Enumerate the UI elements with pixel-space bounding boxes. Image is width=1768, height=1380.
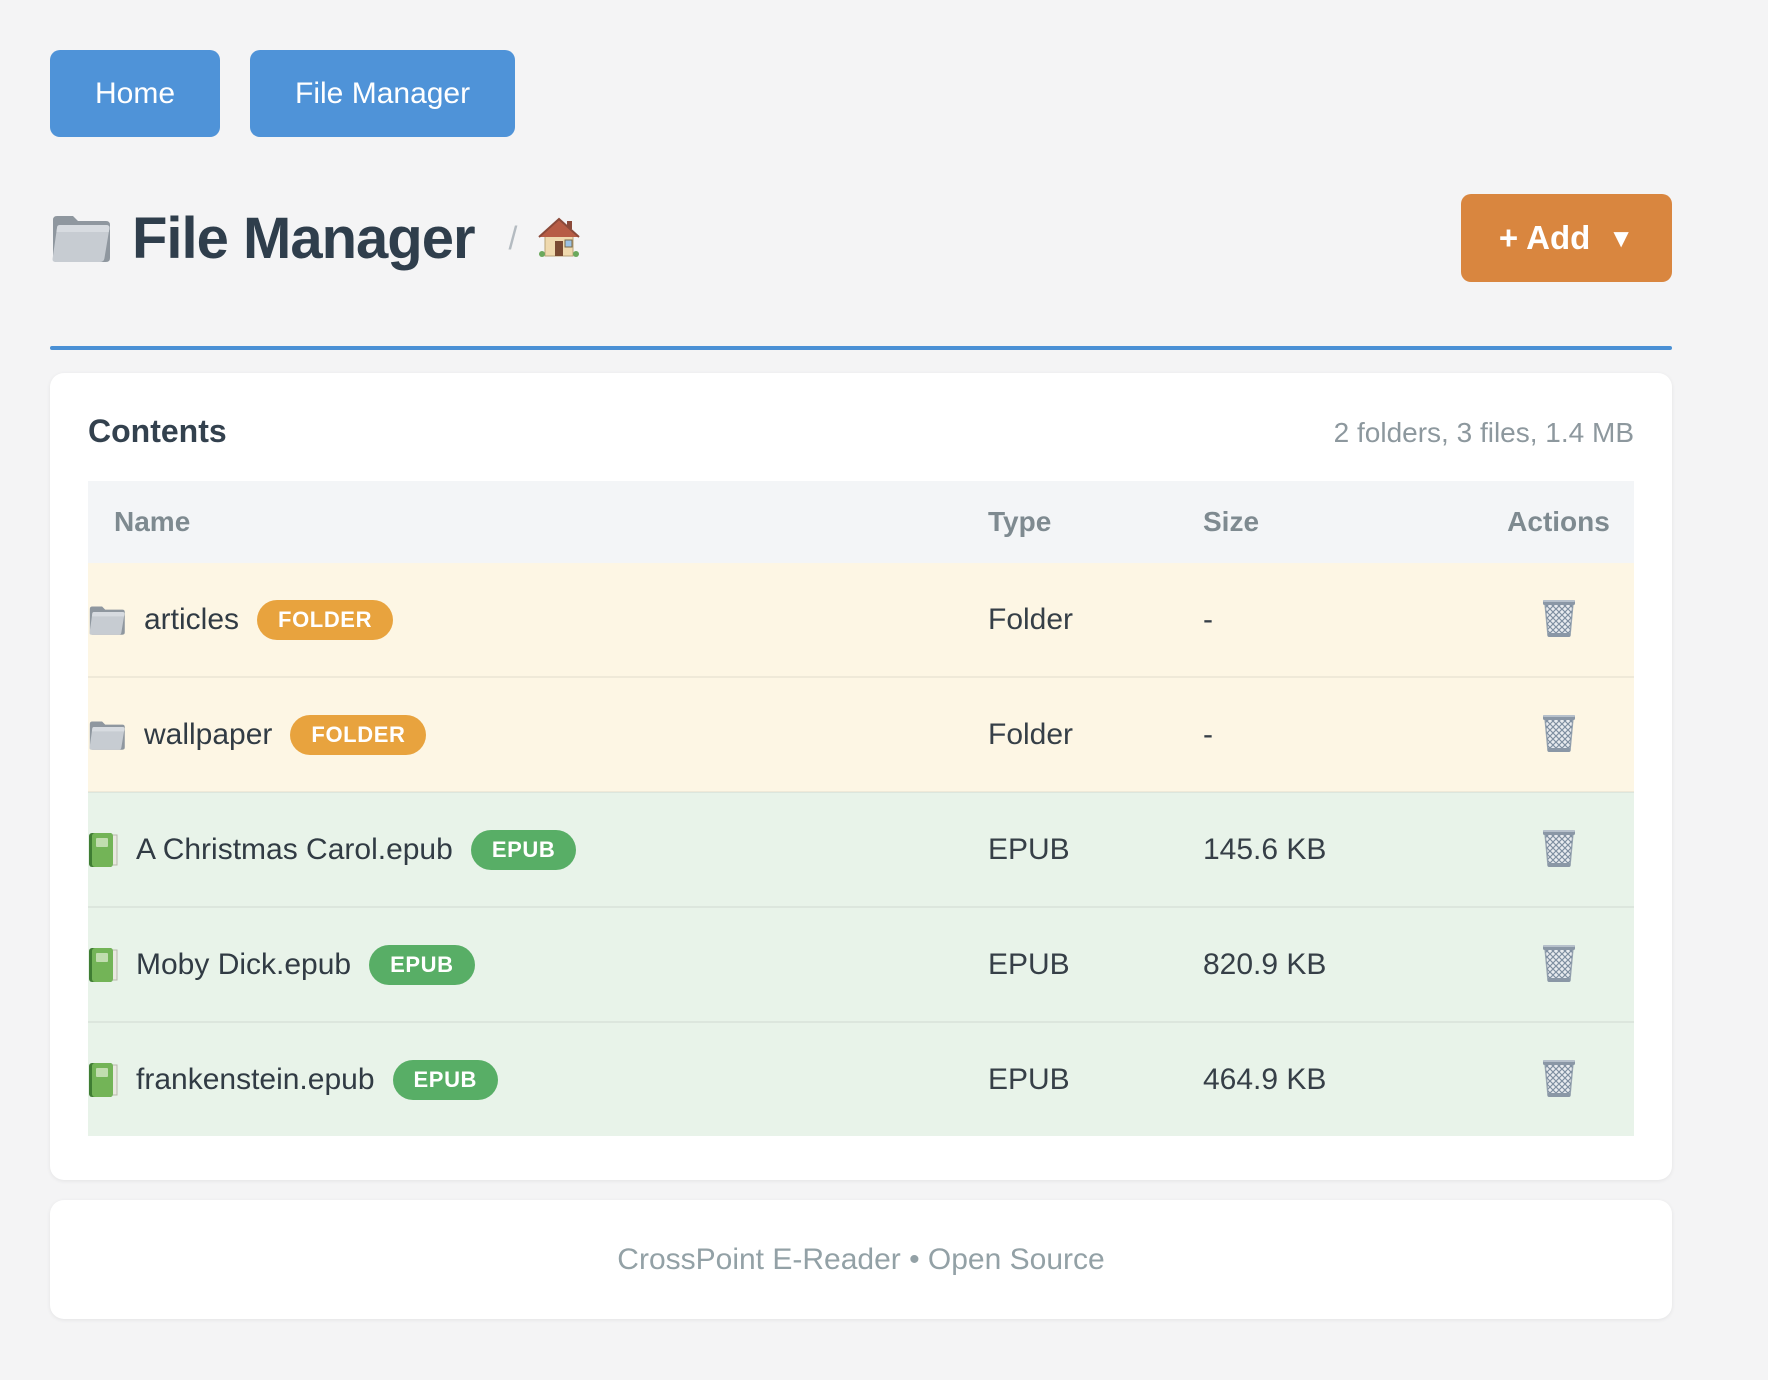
size-cell: 820.9 KB bbox=[1203, 947, 1327, 981]
type-cell: EPUB bbox=[988, 1062, 1070, 1096]
size-cell: - bbox=[1203, 602, 1213, 636]
contents-summary: 2 folders, 3 files, 1.4 MB bbox=[1333, 417, 1634, 448]
size-cell: - bbox=[1203, 717, 1213, 751]
file-table: Name Type Size Actions articles FOLDER Fol… bbox=[88, 481, 1634, 1136]
type-cell: Folder bbox=[988, 717, 1074, 751]
file-name[interactable]: Moby Dick.epub bbox=[136, 947, 352, 981]
caret-down-icon: ▼ bbox=[1608, 222, 1634, 253]
nav-button-file-manager[interactable]: File Manager bbox=[250, 50, 516, 137]
trash-icon bbox=[1541, 827, 1577, 869]
column-header-name: Name bbox=[114, 506, 191, 537]
nav-button-home[interactable]: Home bbox=[50, 50, 221, 137]
delete-button[interactable] bbox=[1537, 823, 1581, 876]
table-header-row: Name Type Size Actions bbox=[88, 481, 1634, 563]
home-icon[interactable] bbox=[537, 217, 581, 259]
folder-icon bbox=[88, 719, 126, 751]
delete-button[interactable] bbox=[1537, 708, 1581, 761]
contents-card: Contents 2 folders, 3 files, 1.4 MB Name… bbox=[50, 373, 1672, 1180]
folder-icon bbox=[88, 604, 126, 636]
add-button-label: + Add bbox=[1498, 219, 1591, 256]
file-name[interactable]: frankenstein.epub bbox=[136, 1062, 375, 1096]
table-row: Moby Dick.epub EPUB EPUB 820.9 KB bbox=[88, 907, 1634, 1022]
contents-title: Contents bbox=[88, 413, 227, 449]
title-underline bbox=[50, 346, 1672, 350]
page: Home File Manager File Manager / bbox=[50, 0, 1672, 1319]
table-row: frankenstein.epub EPUB EPUB 464.9 KB bbox=[88, 1022, 1634, 1136]
delete-button[interactable] bbox=[1537, 1053, 1581, 1106]
type-cell: EPUB bbox=[988, 832, 1070, 866]
table-row: articles FOLDER Folder - bbox=[88, 563, 1634, 677]
book-icon bbox=[88, 947, 118, 983]
folder-icon bbox=[50, 212, 112, 264]
type-cell: EPUB bbox=[988, 947, 1070, 981]
type-badge: FOLDER bbox=[290, 714, 427, 755]
file-name[interactable]: wallpaper bbox=[144, 717, 273, 751]
page-header: File Manager / + Add ▼ bbox=[50, 194, 1672, 282]
column-header-type: Type bbox=[988, 506, 1052, 537]
delete-button[interactable] bbox=[1537, 938, 1581, 991]
page-title: File Manager bbox=[132, 205, 476, 271]
column-header-size: Size bbox=[1203, 506, 1260, 537]
trash-icon bbox=[1541, 712, 1577, 754]
size-cell: 464.9 KB bbox=[1203, 1062, 1327, 1096]
type-badge: FOLDER bbox=[257, 599, 394, 640]
top-navigation: Home File Manager bbox=[50, 0, 1672, 137]
file-name[interactable]: articles bbox=[144, 602, 240, 636]
book-icon bbox=[88, 1062, 118, 1098]
table-row: wallpaper FOLDER Folder - bbox=[88, 677, 1634, 792]
trash-icon bbox=[1541, 1057, 1577, 1099]
book-icon bbox=[88, 832, 118, 868]
add-button[interactable]: + Add ▼ bbox=[1460, 194, 1672, 282]
footer-card: CrossPoint E-Reader • Open Source bbox=[50, 1200, 1672, 1319]
type-badge: EPUB bbox=[392, 1059, 499, 1100]
delete-button[interactable] bbox=[1537, 593, 1581, 646]
size-cell: 145.6 KB bbox=[1203, 832, 1327, 866]
trash-icon bbox=[1541, 597, 1577, 639]
type-badge: EPUB bbox=[470, 829, 577, 870]
file-name[interactable]: A Christmas Carol.epub bbox=[136, 832, 453, 866]
breadcrumb-separator: / bbox=[508, 219, 518, 256]
type-cell: Folder bbox=[988, 602, 1074, 636]
footer-text: CrossPoint E-Reader • Open Source bbox=[617, 1242, 1105, 1276]
column-header-actions: Actions bbox=[1507, 506, 1610, 537]
trash-icon bbox=[1541, 942, 1577, 984]
type-badge: EPUB bbox=[369, 944, 475, 985]
table-row: A Christmas Carol.epub EPUB EPUB 145.6 KB bbox=[88, 792, 1634, 907]
